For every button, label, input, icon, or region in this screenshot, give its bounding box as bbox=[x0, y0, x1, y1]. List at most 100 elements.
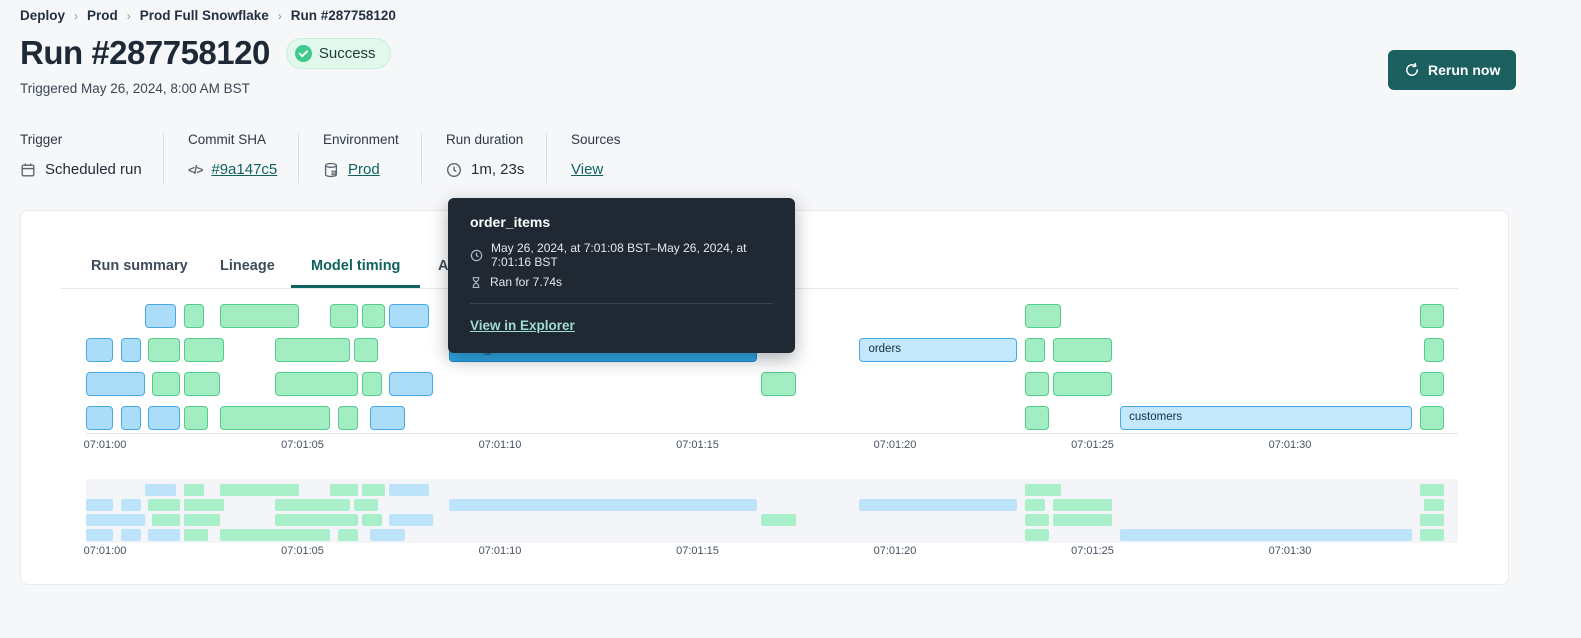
gantt-x-axis: 07:01:00 07:01:05 07:01:10 07:01:15 07:01:20… bbox=[84, 439, 1458, 453]
commit-sha-link[interactable]: #9a147c5 bbox=[211, 161, 278, 178]
gantt-bar[interactable] bbox=[1025, 372, 1050, 396]
gantt-bar[interactable] bbox=[86, 529, 113, 541]
gantt-bar[interactable] bbox=[152, 372, 181, 396]
gantt-bar[interactable] bbox=[1420, 372, 1445, 396]
gantt-bar[interactable] bbox=[219, 406, 331, 430]
gantt-bar[interactable] bbox=[361, 304, 386, 328]
gantt-bar[interactable] bbox=[86, 372, 145, 396]
gantt-bar[interactable] bbox=[338, 406, 358, 430]
gantt-bar[interactable] bbox=[1424, 499, 1445, 511]
gantt-bar[interactable] bbox=[1053, 372, 1113, 396]
gantt-bar[interactable] bbox=[274, 514, 358, 526]
gantt-bar[interactable] bbox=[389, 304, 429, 328]
gantt-bar[interactable] bbox=[1025, 484, 1061, 496]
gantt-bar[interactable] bbox=[1025, 514, 1050, 526]
gantt-bar[interactable] bbox=[760, 514, 797, 526]
gantt-bar[interactable] bbox=[369, 406, 406, 430]
gantt-bar-customers[interactable] bbox=[1120, 529, 1413, 541]
gantt-bar[interactable] bbox=[219, 484, 299, 496]
gantt-bar[interactable] bbox=[152, 514, 181, 526]
chevron-right-icon: › bbox=[277, 8, 282, 23]
gantt-bar[interactable] bbox=[1025, 304, 1061, 328]
gantt-bar[interactable] bbox=[120, 499, 141, 511]
gantt-bar[interactable] bbox=[148, 338, 181, 362]
view-in-explorer-link[interactable]: View in Explorer bbox=[470, 318, 575, 333]
breadcrumb-deploy[interactable]: Deploy bbox=[20, 8, 66, 23]
gantt-bar[interactable] bbox=[148, 529, 181, 541]
gantt-bar[interactable] bbox=[184, 304, 204, 328]
clock-icon bbox=[470, 249, 483, 262]
gantt-bar-order_items[interactable] bbox=[448, 499, 757, 511]
gantt-bar[interactable] bbox=[1025, 406, 1050, 430]
tab-lineage[interactable]: Lineage bbox=[220, 258, 275, 274]
run-duration-value: 1m, 23s bbox=[471, 161, 525, 178]
gantt-bar[interactable] bbox=[274, 499, 350, 511]
gantt-bar[interactable] bbox=[1053, 514, 1113, 526]
gantt-bar[interactable] bbox=[184, 514, 220, 526]
gantt-bar[interactable] bbox=[148, 406, 181, 430]
gantt-bar[interactable] bbox=[389, 372, 433, 396]
gantt-bar[interactable] bbox=[120, 529, 141, 541]
axis-tick-label: 07:01:25 bbox=[1071, 439, 1114, 451]
rerun-now-button[interactable]: Rerun now bbox=[1388, 50, 1517, 90]
gantt-bar[interactable] bbox=[1420, 304, 1445, 328]
gantt-bar[interactable] bbox=[1053, 499, 1113, 511]
gantt-bar[interactable] bbox=[1424, 338, 1445, 362]
gantt-bar[interactable] bbox=[1420, 529, 1445, 541]
gantt-bar[interactable] bbox=[1420, 484, 1445, 496]
gantt-bar-orders[interactable]: orders bbox=[859, 338, 1018, 362]
gantt-bar[interactable] bbox=[184, 372, 220, 396]
gantt-bar[interactable] bbox=[330, 304, 358, 328]
gantt-bar[interactable] bbox=[353, 338, 378, 362]
gantt-bar[interactable] bbox=[1025, 338, 1046, 362]
tab-run-summary[interactable]: Run summary bbox=[91, 258, 188, 274]
gantt-bar[interactable] bbox=[1053, 338, 1113, 362]
model-timing-minimap[interactable] bbox=[86, 479, 1458, 543]
gantt-bar-orders[interactable] bbox=[859, 499, 1018, 511]
gantt-bar[interactable] bbox=[353, 499, 378, 511]
gantt-bar[interactable] bbox=[330, 484, 358, 496]
gantt-bar[interactable] bbox=[86, 499, 113, 511]
gantt-bar[interactable] bbox=[361, 372, 382, 396]
gantt-bar[interactable] bbox=[148, 499, 181, 511]
gantt-bar[interactable] bbox=[1420, 514, 1445, 526]
meta-label: Sources bbox=[571, 132, 621, 147]
gantt-bar[interactable] bbox=[120, 338, 141, 362]
gantt-bar[interactable] bbox=[144, 484, 177, 496]
calendar-icon bbox=[20, 162, 36, 178]
tab-model-timing[interactable]: Model timing bbox=[291, 251, 421, 288]
gantt-bar[interactable] bbox=[184, 484, 204, 496]
environment-link[interactable]: Prod bbox=[348, 161, 380, 178]
gantt-bar[interactable] bbox=[274, 338, 350, 362]
gantt-bar[interactable] bbox=[274, 372, 358, 396]
gantt-bar[interactable] bbox=[184, 406, 208, 430]
axis-tick-label: 07:01:10 bbox=[478, 545, 522, 557]
gantt-bar-customers[interactable]: customers bbox=[1120, 406, 1413, 430]
gantt-bar[interactable] bbox=[86, 514, 145, 526]
breadcrumb-prod[interactable]: Prod bbox=[87, 8, 118, 23]
gantt-bar[interactable] bbox=[361, 484, 386, 496]
gantt-bar[interactable] bbox=[361, 514, 382, 526]
status-badge-label: Success bbox=[318, 44, 376, 62]
breadcrumb-job[interactable]: Prod Full Snowflake bbox=[139, 8, 269, 23]
gantt-bar[interactable] bbox=[389, 514, 433, 526]
gantt-bar[interactable] bbox=[86, 406, 113, 430]
gantt-bar[interactable] bbox=[1420, 406, 1445, 430]
gantt-bar[interactable] bbox=[369, 529, 406, 541]
gantt-bar[interactable] bbox=[184, 338, 224, 362]
gantt-bar[interactable] bbox=[1025, 499, 1046, 511]
gantt-bar[interactable] bbox=[219, 304, 299, 328]
gantt-bar[interactable] bbox=[389, 484, 429, 496]
gantt-bar[interactable] bbox=[184, 499, 224, 511]
axis-tick-label: 07:01:30 bbox=[1268, 545, 1312, 557]
sources-view-link[interactable]: View bbox=[571, 161, 604, 178]
gantt-bar[interactable] bbox=[184, 529, 208, 541]
gantt-bar[interactable] bbox=[760, 372, 797, 396]
gantt-bar[interactable] bbox=[86, 338, 113, 362]
gantt-bar[interactable] bbox=[144, 304, 177, 328]
gantt-bar[interactable] bbox=[219, 529, 331, 541]
gantt-bar[interactable] bbox=[338, 529, 358, 541]
gantt-bar[interactable] bbox=[1025, 529, 1050, 541]
gantt-bar[interactable] bbox=[120, 406, 141, 430]
